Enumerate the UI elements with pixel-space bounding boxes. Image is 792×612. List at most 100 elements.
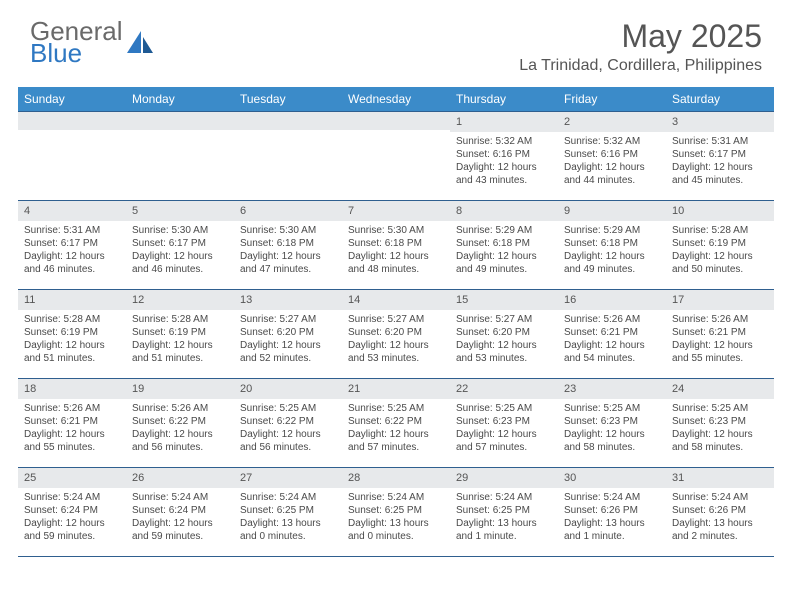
- day-number: 12: [126, 290, 234, 310]
- day-detail-line: Sunrise: 5:25 AM: [240, 402, 336, 415]
- day-detail-line: Sunrise: 5:24 AM: [24, 491, 120, 504]
- day-detail-line: Daylight: 12 hours: [456, 339, 552, 352]
- day-detail-line: Sunset: 6:16 PM: [456, 148, 552, 161]
- day-detail-line: Sunrise: 5:25 AM: [348, 402, 444, 415]
- day-number: [126, 112, 234, 130]
- day-details: [126, 130, 234, 137]
- calendar-cell: 16Sunrise: 5:26 AMSunset: 6:21 PMDayligh…: [558, 290, 666, 378]
- calendar-header-row: SundayMondayTuesdayWednesdayThursdayFrid…: [18, 87, 774, 111]
- day-detail-line: and 2 minutes.: [672, 530, 768, 543]
- calendar-cell: 14Sunrise: 5:27 AMSunset: 6:20 PMDayligh…: [342, 290, 450, 378]
- day-detail-line: Sunset: 6:18 PM: [348, 237, 444, 250]
- sail-icon: [127, 31, 153, 57]
- calendar-cell: [126, 112, 234, 200]
- day-number: 6: [234, 201, 342, 221]
- day-detail-line: Sunrise: 5:24 AM: [240, 491, 336, 504]
- day-details: Sunrise: 5:29 AMSunset: 6:18 PMDaylight:…: [558, 221, 666, 280]
- day-detail-line: Daylight: 12 hours: [672, 428, 768, 441]
- day-details: Sunrise: 5:27 AMSunset: 6:20 PMDaylight:…: [234, 310, 342, 369]
- day-detail-line: Sunrise: 5:24 AM: [132, 491, 228, 504]
- day-detail-line: Daylight: 12 hours: [348, 339, 444, 352]
- calendar-cell: 22Sunrise: 5:25 AMSunset: 6:23 PMDayligh…: [450, 379, 558, 467]
- day-detail-line: Sunset: 6:25 PM: [240, 504, 336, 517]
- day-detail-line: and 55 minutes.: [24, 441, 120, 454]
- title-block: May 2025 La Trinidad, Cordillera, Philip…: [519, 18, 762, 75]
- day-details: Sunrise: 5:29 AMSunset: 6:18 PMDaylight:…: [450, 221, 558, 280]
- day-details: Sunrise: 5:30 AMSunset: 6:18 PMDaylight:…: [342, 221, 450, 280]
- day-number: 20: [234, 379, 342, 399]
- day-detail-line: Sunset: 6:18 PM: [564, 237, 660, 250]
- day-detail-line: Sunset: 6:18 PM: [456, 237, 552, 250]
- day-detail-line: Daylight: 12 hours: [132, 428, 228, 441]
- day-details: Sunrise: 5:32 AMSunset: 6:16 PMDaylight:…: [450, 132, 558, 191]
- weekday-header: Saturday: [666, 87, 774, 111]
- day-detail-line: Sunrise: 5:29 AM: [456, 224, 552, 237]
- day-details: Sunrise: 5:26 AMSunset: 6:21 PMDaylight:…: [666, 310, 774, 369]
- day-number: 11: [18, 290, 126, 310]
- day-detail-line: Sunrise: 5:29 AM: [564, 224, 660, 237]
- day-detail-line: Daylight: 13 hours: [564, 517, 660, 530]
- day-detail-line: and 59 minutes.: [132, 530, 228, 543]
- day-detail-line: and 0 minutes.: [348, 530, 444, 543]
- day-detail-line: Sunrise: 5:28 AM: [672, 224, 768, 237]
- day-details: Sunrise: 5:27 AMSunset: 6:20 PMDaylight:…: [450, 310, 558, 369]
- day-detail-line: Sunrise: 5:30 AM: [240, 224, 336, 237]
- day-details: Sunrise: 5:24 AMSunset: 6:26 PMDaylight:…: [666, 488, 774, 547]
- day-detail-line: Daylight: 12 hours: [132, 517, 228, 530]
- weekday-header: Tuesday: [234, 87, 342, 111]
- day-detail-line: Sunset: 6:24 PM: [24, 504, 120, 517]
- logo: General Blue: [30, 18, 153, 66]
- day-details: Sunrise: 5:24 AMSunset: 6:24 PMDaylight:…: [126, 488, 234, 547]
- day-details: Sunrise: 5:24 AMSunset: 6:25 PMDaylight:…: [450, 488, 558, 547]
- day-detail-line: Sunset: 6:16 PM: [564, 148, 660, 161]
- day-detail-line: Sunset: 6:20 PM: [456, 326, 552, 339]
- day-detail-line: Sunset: 6:24 PM: [132, 504, 228, 517]
- day-detail-line: Sunrise: 5:27 AM: [348, 313, 444, 326]
- calendar-cell: 5Sunrise: 5:30 AMSunset: 6:17 PMDaylight…: [126, 201, 234, 289]
- calendar-cell: 2Sunrise: 5:32 AMSunset: 6:16 PMDaylight…: [558, 112, 666, 200]
- day-detail-line: Sunrise: 5:26 AM: [132, 402, 228, 415]
- day-detail-line: Daylight: 12 hours: [672, 339, 768, 352]
- day-details: Sunrise: 5:26 AMSunset: 6:22 PMDaylight:…: [126, 399, 234, 458]
- day-detail-line: Sunrise: 5:24 AM: [348, 491, 444, 504]
- day-detail-line: and 43 minutes.: [456, 174, 552, 187]
- day-detail-line: Sunrise: 5:27 AM: [456, 313, 552, 326]
- day-detail-line: Daylight: 12 hours: [240, 250, 336, 263]
- day-details: Sunrise: 5:30 AMSunset: 6:18 PMDaylight:…: [234, 221, 342, 280]
- day-detail-line: Sunset: 6:26 PM: [564, 504, 660, 517]
- day-detail-line: and 59 minutes.: [24, 530, 120, 543]
- day-number: 25: [18, 468, 126, 488]
- day-detail-line: and 49 minutes.: [564, 263, 660, 276]
- calendar-cell: 9Sunrise: 5:29 AMSunset: 6:18 PMDaylight…: [558, 201, 666, 289]
- day-detail-line: Daylight: 12 hours: [672, 161, 768, 174]
- day-details: Sunrise: 5:31 AMSunset: 6:17 PMDaylight:…: [18, 221, 126, 280]
- day-detail-line: and 56 minutes.: [240, 441, 336, 454]
- calendar-cell: 25Sunrise: 5:24 AMSunset: 6:24 PMDayligh…: [18, 468, 126, 556]
- title-location: La Trinidad, Cordillera, Philippines: [519, 57, 762, 75]
- day-details: Sunrise: 5:28 AMSunset: 6:19 PMDaylight:…: [126, 310, 234, 369]
- day-details: Sunrise: 5:32 AMSunset: 6:16 PMDaylight:…: [558, 132, 666, 191]
- day-number: 9: [558, 201, 666, 221]
- day-detail-line: Daylight: 13 hours: [456, 517, 552, 530]
- day-detail-line: Daylight: 12 hours: [564, 339, 660, 352]
- day-detail-line: and 46 minutes.: [24, 263, 120, 276]
- day-number: 16: [558, 290, 666, 310]
- day-number: 23: [558, 379, 666, 399]
- day-detail-line: Sunrise: 5:28 AM: [132, 313, 228, 326]
- day-number: 24: [666, 379, 774, 399]
- weekday-header: Monday: [126, 87, 234, 111]
- day-number: 7: [342, 201, 450, 221]
- day-detail-line: and 45 minutes.: [672, 174, 768, 187]
- calendar-cell: 30Sunrise: 5:24 AMSunset: 6:26 PMDayligh…: [558, 468, 666, 556]
- day-detail-line: Sunrise: 5:25 AM: [564, 402, 660, 415]
- day-detail-line: Daylight: 12 hours: [456, 250, 552, 263]
- day-detail-line: Daylight: 12 hours: [240, 428, 336, 441]
- day-detail-line: Daylight: 12 hours: [348, 250, 444, 263]
- day-details: Sunrise: 5:24 AMSunset: 6:25 PMDaylight:…: [342, 488, 450, 547]
- day-details: [234, 130, 342, 137]
- day-number: 13: [234, 290, 342, 310]
- day-detail-line: Sunset: 6:20 PM: [348, 326, 444, 339]
- day-detail-line: and 58 minutes.: [672, 441, 768, 454]
- calendar-cell: 21Sunrise: 5:25 AMSunset: 6:22 PMDayligh…: [342, 379, 450, 467]
- day-detail-line: Daylight: 12 hours: [564, 428, 660, 441]
